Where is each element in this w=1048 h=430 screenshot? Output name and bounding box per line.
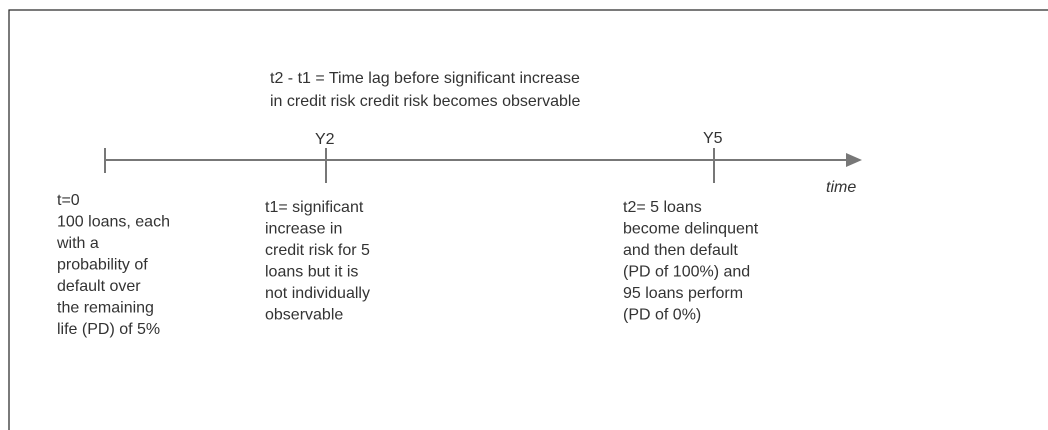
frame [8, 9, 1048, 430]
event-text-line: credit risk for 5 [265, 242, 370, 259]
header-line: t2 - t1 = Time lag before significant in… [270, 70, 580, 87]
event-text-line: default over [57, 278, 141, 295]
event-text-line: probability of [57, 257, 148, 274]
event-text-line: 95 loans perform [623, 285, 743, 302]
event-text-line: not individually [265, 285, 370, 302]
event-text-line: t1= significant [265, 199, 364, 216]
event-text-line: the remaining [57, 300, 154, 317]
axis-label: time [826, 179, 856, 196]
event-text-line: (PD of 100%) and [623, 264, 750, 281]
header-line: in credit risk credit risk becomes obser… [270, 93, 580, 110]
event-text-line: life (PD) of 5% [57, 321, 160, 338]
event-text-line: increase in [265, 221, 342, 238]
event-text-line: and then default [623, 242, 738, 259]
event-text-line: t2= 5 loans [623, 199, 702, 216]
timeline-arrowhead [846, 153, 862, 167]
marker-label: Y2 [315, 131, 335, 148]
event-text-line: observable [265, 307, 343, 324]
marker-label: Y5 [703, 130, 723, 147]
event-text-line: 100 loans, each [57, 214, 170, 231]
event-text-line: with a [56, 235, 99, 252]
event-text-line: (PD of 0%) [623, 307, 701, 324]
event-text-line: become delinquent [623, 221, 759, 238]
event-text-line: loans but it is [265, 264, 358, 281]
event-text-line: t=0 [57, 192, 80, 209]
